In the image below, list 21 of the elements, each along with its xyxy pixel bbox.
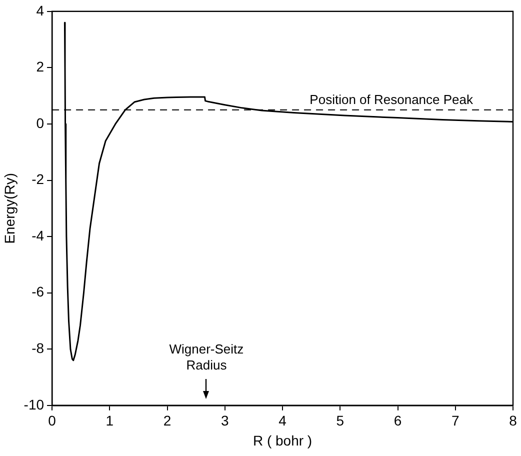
ref-line-label: Position of Resonance Peak	[310, 92, 474, 107]
y-tick-label: -4	[32, 227, 44, 244]
x-tick-label: 0	[48, 412, 56, 429]
annotation: Wigner-Seitz Radius	[169, 341, 244, 372]
x-tick-label: 4	[278, 412, 287, 429]
x-tick-label: 5	[336, 412, 344, 429]
y-tick-label: -2	[32, 171, 44, 188]
y-tick-label: 0	[36, 114, 44, 131]
x-tick-label: 7	[451, 412, 460, 429]
x-tick-label: 6	[394, 412, 402, 429]
x-tick-label: 3	[221, 412, 229, 429]
x-axis-title: R ( bohr )	[252, 432, 312, 448]
y-tick-label: 4	[36, 2, 44, 18]
y-axis-title: Energy(Ry)	[1, 173, 18, 244]
x-tick-label: 8	[509, 412, 518, 429]
x-tick-label: 2	[163, 412, 172, 429]
y-tick-label: -8	[32, 340, 44, 356]
y-tick-label: -10	[24, 396, 44, 412]
y-tick-label: 2	[36, 58, 44, 75]
y-tick-label: -6	[32, 284, 44, 300]
x-tick-label: 1	[106, 412, 114, 429]
